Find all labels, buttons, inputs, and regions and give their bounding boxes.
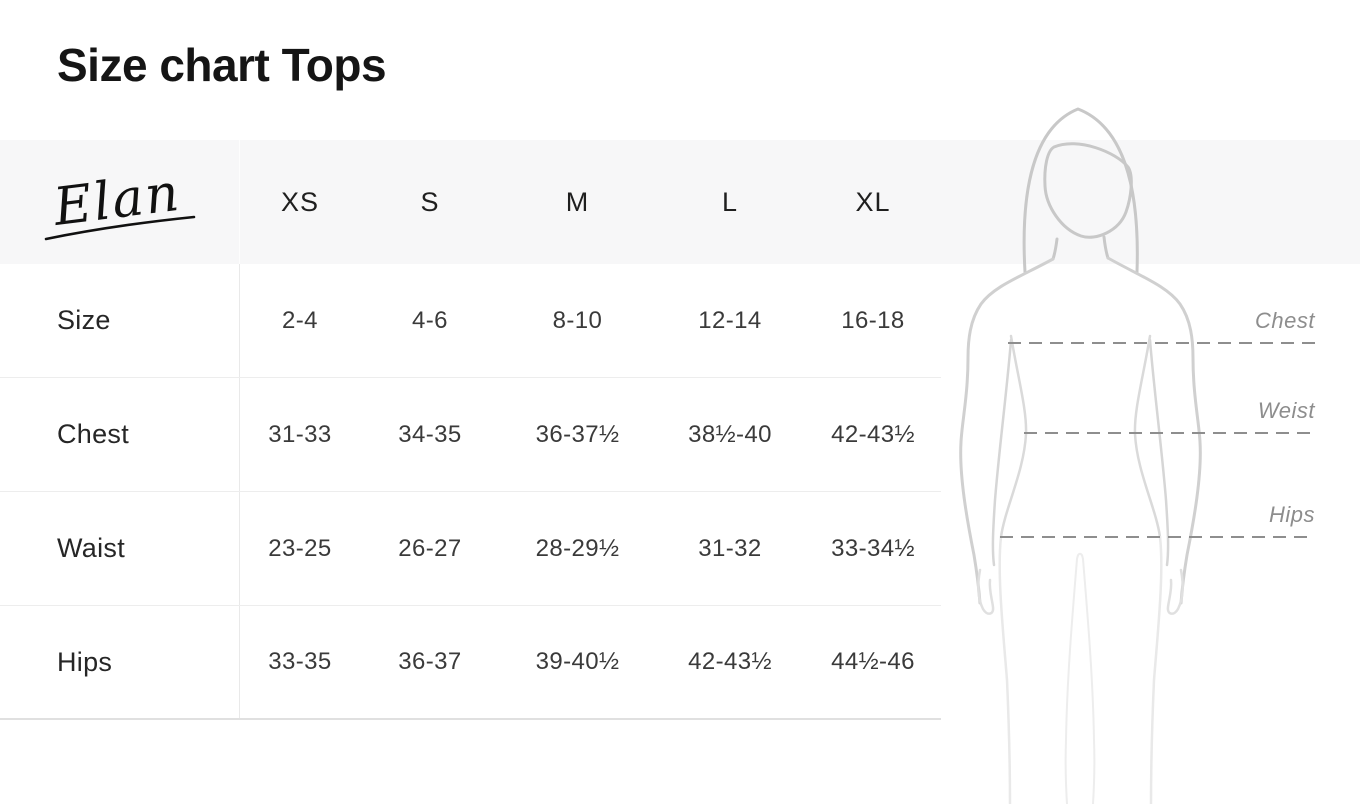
cell-value: 31-32 [698, 534, 762, 562]
cell-value: 36-37 [398, 648, 462, 675]
body-figure-illustration [950, 100, 1360, 806]
table-row-size: Size 2-4 4-6 8-10 12-14 16-18 [0, 264, 941, 378]
measurement-label-hips: Hips [1268, 502, 1315, 527]
row-label: Chest [57, 419, 130, 449]
cell-value: 26-27 [398, 534, 462, 562]
row-label: Waist [57, 533, 125, 563]
measurement-line-waist [1024, 432, 1315, 434]
column-header-s: S [420, 186, 440, 217]
column-header-xl: XL [855, 186, 891, 217]
cell-value: 33-34½ [831, 534, 915, 562]
row-label: Size [57, 305, 111, 335]
cell-value: 31-33 [268, 420, 332, 448]
cell-value: 2-4 [282, 306, 318, 334]
cell-value: 34-35 [398, 420, 462, 448]
page-title: Size chart Tops [57, 39, 387, 91]
cell-value: 42-43½ [688, 648, 772, 675]
measurement-label-waist: Weist [1257, 398, 1315, 423]
cell-value: 36-37½ [535, 420, 620, 448]
measurement-line-chest [1008, 342, 1315, 344]
cell-value: 16-18 [841, 306, 905, 334]
woman-outline-icon [959, 107, 1202, 806]
column-header-l: L [721, 186, 739, 217]
measurement-label-chest: Chest [1255, 308, 1315, 333]
cell-value: 38½-40 [688, 420, 772, 448]
measurement-line-hips [1000, 536, 1315, 538]
cell-value: 39-40½ [535, 648, 620, 675]
row-label: Hips [57, 646, 113, 677]
brand-underline [44, 215, 195, 241]
table-header-row: Elan XS S M L XL [0, 140, 941, 264]
cell-value: 44½-46 [831, 648, 915, 675]
table-row-waist: Waist 23-25 26-27 28-29½ 31-32 33-34½ [0, 492, 941, 606]
table-row-hips: Hips 33-35 36-37 39-40½ 42-43½ 44½-46 [0, 606, 941, 720]
cell-value: 12-14 [698, 306, 762, 334]
column-header-m: M [565, 186, 590, 217]
cell-value: 23-25 [268, 534, 332, 562]
cell-value: 8-10 [552, 306, 603, 334]
cell-value: 42-43½ [831, 420, 915, 448]
table-row-chest: Chest 31-33 34-35 36-37½ 38½-40 42-43½ [0, 378, 941, 492]
brand-logo-cell: Elan [0, 140, 240, 264]
cell-value: 28-29½ [535, 534, 620, 562]
brand-logo: Elan [44, 163, 195, 241]
size-chart-table: Elan XS S M L XL Size 2-4 4-6 8-10 12-14… [0, 140, 941, 720]
column-header-xs: XS [280, 186, 320, 217]
cell-value: 4-6 [412, 306, 448, 334]
cell-value: 33-35 [268, 648, 332, 675]
